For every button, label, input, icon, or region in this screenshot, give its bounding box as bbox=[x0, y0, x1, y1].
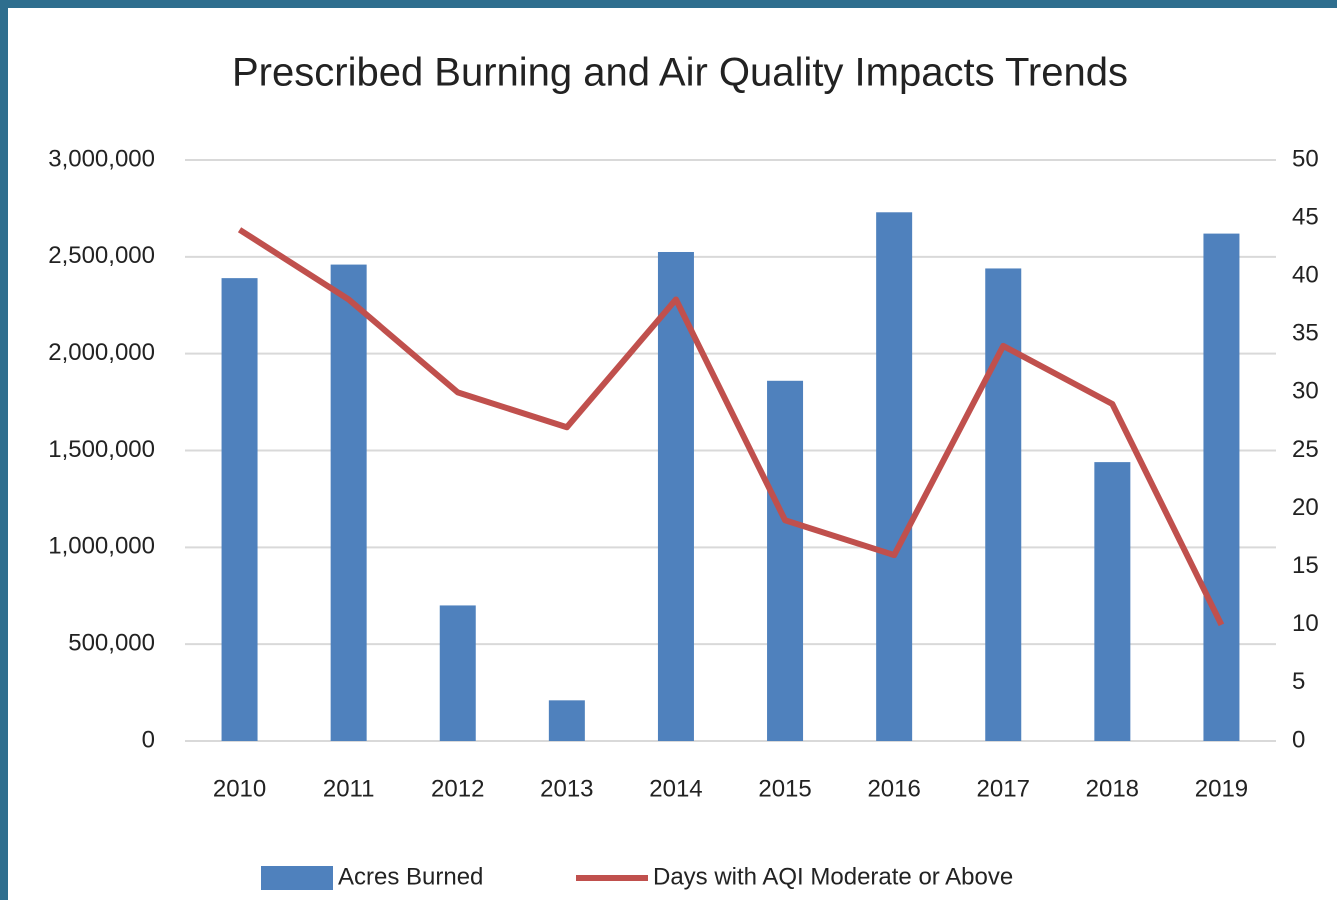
y-tick-label: 2,000,000 bbox=[48, 339, 155, 366]
x-tick-label: 2012 bbox=[431, 775, 484, 802]
y2-tick-label: 0 bbox=[1292, 726, 1305, 753]
chart: Prescribed Burning and Air Quality Impac… bbox=[8, 8, 1337, 900]
y2-tick-label: 20 bbox=[1292, 494, 1319, 521]
legend-label: Days with AQI Moderate or Above bbox=[653, 863, 1013, 890]
x-tick-label: 2015 bbox=[758, 775, 811, 802]
bar bbox=[1203, 233, 1240, 742]
bar bbox=[1094, 462, 1131, 741]
x-tick-label: 2016 bbox=[867, 775, 920, 802]
bar bbox=[985, 268, 1022, 741]
y-tick-label: 1,500,000 bbox=[48, 436, 155, 463]
y2-tick-label: 30 bbox=[1292, 378, 1319, 405]
x-tick-label: 2019 bbox=[1195, 775, 1248, 802]
legend-label: Acres Burned bbox=[338, 863, 483, 890]
bar bbox=[548, 700, 585, 741]
y2-tick-label: 25 bbox=[1292, 436, 1319, 463]
y2-tick-label: 50 bbox=[1292, 145, 1319, 172]
y-tick-label: 2,500,000 bbox=[48, 242, 155, 269]
x-tick-label: 2018 bbox=[1086, 775, 1139, 802]
y2-tick-label: 35 bbox=[1292, 320, 1319, 347]
x-tick-label: 2013 bbox=[540, 775, 593, 802]
y2-tick-label: 40 bbox=[1292, 262, 1319, 289]
x-tick-label: 2014 bbox=[649, 775, 702, 802]
bar bbox=[330, 264, 367, 741]
y-tick-label: 0 bbox=[142, 726, 155, 753]
y2-tick-label: 5 bbox=[1292, 668, 1305, 695]
bar bbox=[767, 380, 804, 741]
y2-tick-label: 10 bbox=[1292, 610, 1319, 637]
y-tick-label: 500,000 bbox=[68, 630, 155, 657]
x-tick-label: 2011 bbox=[323, 775, 375, 802]
chart-title: Prescribed Burning and Air Quality Impac… bbox=[232, 51, 1128, 95]
x-tick-label: 2017 bbox=[977, 775, 1030, 802]
bar bbox=[439, 605, 476, 741]
legend-swatch bbox=[261, 866, 333, 890]
bar bbox=[657, 251, 694, 741]
bar bbox=[221, 278, 258, 741]
bar bbox=[876, 212, 913, 742]
y-tick-label: 1,000,000 bbox=[48, 533, 155, 560]
x-tick-label: 2010 bbox=[213, 775, 266, 802]
line bbox=[237, 227, 1225, 627]
y-tick-label: 3,000,000 bbox=[48, 145, 155, 172]
y2-tick-label: 45 bbox=[1292, 203, 1319, 230]
y2-tick-label: 15 bbox=[1292, 552, 1319, 579]
